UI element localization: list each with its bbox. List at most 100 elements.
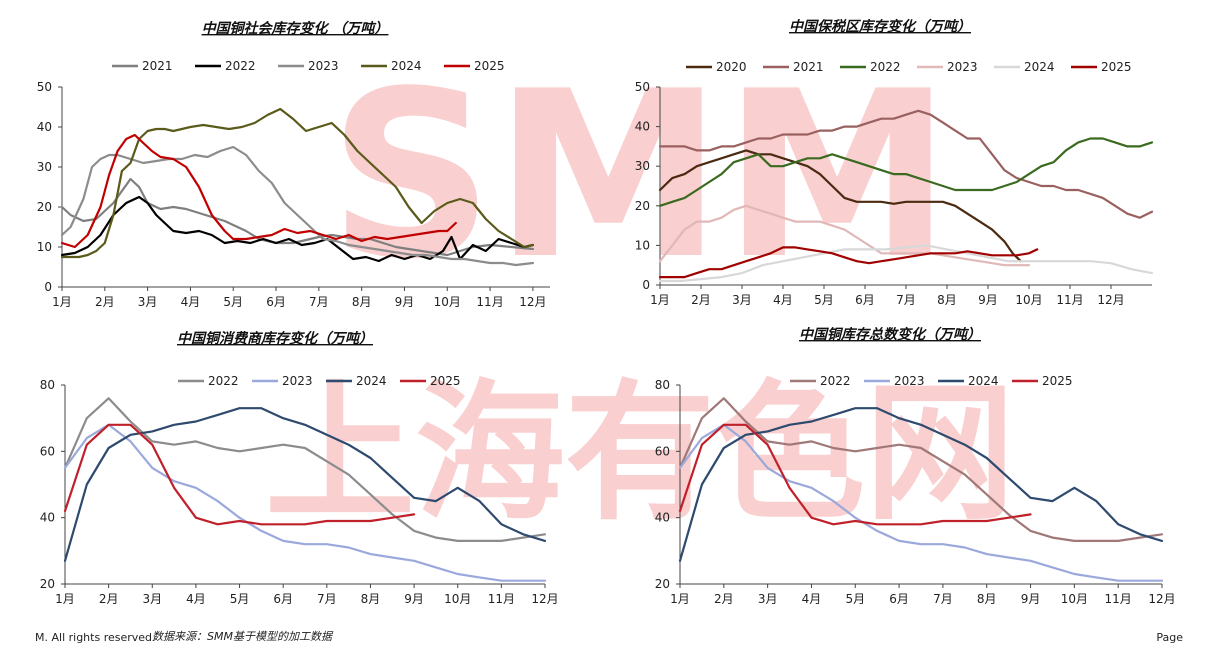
bonded-x-tick-label: 8月 — [937, 293, 957, 307]
charts-layer: 中国铜社会库存变化 （万吨） 0 10 20 30 40 50 1月 2月 3月 4月 5月 6月 7月 8… — [37, 18, 1176, 606]
footer-page: Page — [1156, 631, 1183, 644]
consumer-x-tick-label: 7月 — [317, 592, 337, 606]
social-x-tick-label: 1月 — [52, 295, 72, 309]
bonded-legend-label-2020: 2020 — [716, 60, 747, 74]
social-x-tick-label: 11月 — [476, 295, 503, 309]
bonded-series-2023 — [658, 204, 1031, 267]
total-legend-label-2024: 2024 — [968, 374, 999, 388]
total-x-tick-label: 2月 — [714, 592, 734, 606]
social-legend-label-2025: 2025 — [474, 59, 505, 73]
total-x-tick-label: 12月 — [1148, 592, 1175, 606]
watermark-company: 上海有色网 — [265, 367, 1015, 541]
social-y-tick-label: 20 — [37, 200, 52, 214]
watermark: SMM 上海有色网 — [265, 43, 1015, 541]
consumer-series-2022 — [63, 397, 547, 543]
total-x-tick-label: 1月 — [670, 592, 690, 606]
social-x-tick-label: 7月 — [309, 295, 329, 309]
bonded-x-tick-label: 5月 — [814, 293, 834, 307]
consumer-legend-label-2023: 2023 — [282, 374, 313, 388]
social-chart-title: 中国铜社会库存变化 （万吨） — [202, 20, 389, 37]
consumer-series-2023 — [63, 423, 547, 582]
footer-rights: M. All rights reserved. — [35, 631, 156, 644]
total-x-tick-label: 11月 — [1105, 592, 1132, 606]
consumer-x-tick-label: 11月 — [488, 592, 515, 606]
total-y-tick-label: 20 — [655, 577, 670, 591]
total-legend-label-2023: 2023 — [894, 374, 925, 388]
total-x-tick-label: 3月 — [758, 592, 778, 606]
total-series-2023 — [678, 423, 1164, 582]
bonded-x-tick-label: 11月 — [1056, 293, 1083, 307]
total-legend-label-2025: 2025 — [1042, 374, 1073, 388]
bonded-x-tick-label: 1月 — [650, 293, 670, 307]
bonded-legend-label-2023: 2023 — [947, 60, 978, 74]
social-y-tick-label: 40 — [37, 120, 52, 134]
bonded-series-2021 — [658, 109, 1154, 219]
bonded-y-tick-label: 30 — [635, 159, 650, 173]
bonded-x-tick-label: 9月 — [978, 293, 998, 307]
social-x-tick-label: 8月 — [352, 295, 372, 309]
bonded-x-tick-label: 3月 — [732, 293, 752, 307]
total-x-tick-label: 4月 — [802, 592, 822, 606]
consumer-y-tick-label: 40 — [40, 511, 55, 525]
consumer-series-2024 — [63, 407, 547, 562]
bonded-series-2020 — [658, 149, 1022, 263]
social-x-tick-label: 10月 — [434, 295, 461, 309]
social-y-tick-label: 10 — [37, 240, 52, 254]
bonded-y-tick-label: 20 — [635, 199, 650, 213]
total-x-tick-label: 6月 — [889, 592, 909, 606]
consumer-x-tick-label: 10月 — [444, 592, 471, 606]
bonded-y-tick-label: 10 — [635, 238, 650, 252]
consumer-y-tick-label: 20 — [40, 577, 55, 591]
social-legend-label-2021: 2021 — [142, 59, 173, 73]
total-y-tick-label: 40 — [655, 511, 670, 525]
bonded-chart-title: 中国保税区库存变化（万吨） — [789, 18, 971, 35]
bonded-x-tick-label: 7月 — [896, 293, 916, 307]
total-y-tick-label: 60 — [655, 444, 670, 458]
bonded-series-2025 — [658, 246, 1039, 279]
total-x-tick-label: 10月 — [1061, 592, 1088, 606]
consumer-x-tick-label: 12月 — [531, 592, 558, 606]
consumer-legend-label-2025: 2025 — [430, 374, 461, 388]
total-x-tick-label: 9月 — [1021, 592, 1041, 606]
social-series-2023 — [60, 145, 535, 267]
bonded-legend-label-2025: 2025 — [1101, 60, 1132, 74]
consumer-y-tick-label: 80 — [40, 378, 55, 392]
consumer-x-tick-label: 2月 — [99, 592, 119, 606]
social-x-tick-label: 9月 — [395, 295, 415, 309]
consumer-x-tick-label: 3月 — [142, 592, 162, 606]
social-legend-label-2023: 2023 — [308, 59, 339, 73]
social-x-tick-label: 5月 — [223, 295, 243, 309]
watermark-brand: SMM — [328, 43, 951, 310]
total-x-tick-label: 7月 — [933, 592, 953, 606]
bonded-chart: 中国保税区库存变化（万吨） 0 10 20 30 40 50 1月 2月 3月 4月 5月 6月 7月 8月… — [635, 18, 1154, 307]
consumer-chart: 中国铜消费商库存变化（万吨） 20 40 60 80 1月 2月 3月 4月 5月 6月 7月 8月 9月… — [40, 330, 559, 606]
bonded-legend-label-2021: 2021 — [793, 60, 824, 74]
social-legend-label-2024: 2024 — [391, 59, 422, 73]
consumer-y-tick-label: 60 — [40, 444, 55, 458]
bonded-y-tick-label: 0 — [642, 278, 650, 292]
total-x-tick-label: 5月 — [845, 592, 865, 606]
consumer-x-tick-label: 8月 — [361, 592, 381, 606]
social-series-2024 — [60, 107, 535, 259]
consumer-x-tick-label: 9月 — [404, 592, 424, 606]
bonded-legend-label-2024: 2024 — [1024, 60, 1055, 74]
social-x-tick-label: 4月 — [181, 295, 201, 309]
consumer-x-tick-label: 1月 — [55, 592, 75, 606]
social-series-2022 — [60, 195, 535, 263]
consumer-x-tick-label: 5月 — [230, 592, 250, 606]
total-chart: 中国铜库存总数变化（万吨） 20 40 60 80 1月 2月 3月 4月 5月 6月 7月 8月 9月 1… — [655, 326, 1176, 606]
social-x-tick-label: 2月 — [95, 295, 115, 309]
bonded-x-tick-label: 6月 — [855, 293, 875, 307]
bonded-x-tick-label: 4月 — [773, 293, 793, 307]
consumer-legend-label-2024: 2024 — [356, 374, 387, 388]
social-x-tick-label: 6月 — [266, 295, 286, 309]
footer-source: 数据来源：SMM基于模型的加工数据 — [152, 630, 332, 643]
social-y-tick-label: 30 — [37, 160, 52, 174]
consumer-legend-label-2022: 2022 — [208, 374, 239, 388]
total-x-tick-label: 8月 — [977, 592, 997, 606]
consumer-series-2025 — [63, 423, 416, 526]
consumer-x-tick-label: 4月 — [186, 592, 206, 606]
bonded-series-2024 — [658, 244, 1154, 283]
